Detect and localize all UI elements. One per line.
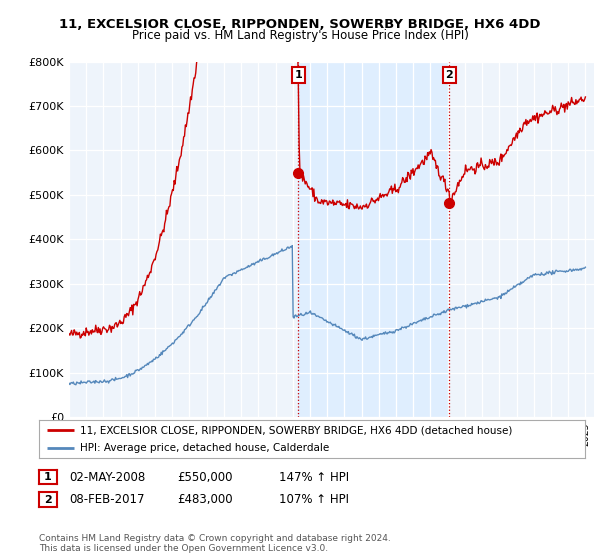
Text: HPI: Average price, detached house, Calderdale: HPI: Average price, detached house, Cald… (80, 443, 329, 453)
Text: 2: 2 (44, 494, 52, 505)
Text: 147% ↑ HPI: 147% ↑ HPI (279, 470, 349, 484)
Text: Contains HM Land Registry data © Crown copyright and database right 2024.
This d: Contains HM Land Registry data © Crown c… (39, 534, 391, 553)
Bar (298, 62, 449, 417)
Text: £550,000: £550,000 (177, 470, 233, 484)
Text: 107% ↑ HPI: 107% ↑ HPI (279, 493, 349, 506)
Text: 1: 1 (44, 472, 52, 482)
Text: Price paid vs. HM Land Registry's House Price Index (HPI): Price paid vs. HM Land Registry's House … (131, 29, 469, 42)
Text: 11, EXCELSIOR CLOSE, RIPPONDEN, SOWERBY BRIDGE, HX6 4DD (detached house): 11, EXCELSIOR CLOSE, RIPPONDEN, SOWERBY … (80, 425, 512, 435)
Text: 08-FEB-2017: 08-FEB-2017 (69, 493, 145, 506)
Text: 11, EXCELSIOR CLOSE, RIPPONDEN, SOWERBY BRIDGE, HX6 4DD: 11, EXCELSIOR CLOSE, RIPPONDEN, SOWERBY … (59, 17, 541, 31)
Text: 02-MAY-2008: 02-MAY-2008 (69, 470, 145, 484)
Text: 1: 1 (295, 70, 302, 80)
Text: 2: 2 (446, 70, 453, 80)
Text: £483,000: £483,000 (177, 493, 233, 506)
